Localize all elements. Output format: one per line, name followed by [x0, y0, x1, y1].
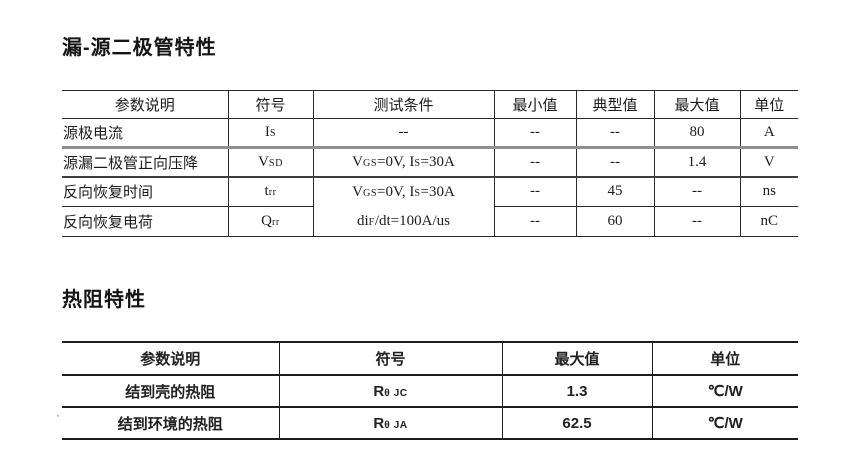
cell-typ: 60: [575, 206, 654, 236]
cell-unit: A: [739, 118, 798, 148]
cell-typ: --: [575, 118, 654, 148]
cell-symbol: Rθ JC: [278, 375, 502, 407]
stray-print-mark: ·: [56, 408, 60, 422]
col-header-unit: 单位: [739, 90, 798, 119]
cell-max: --: [653, 206, 740, 236]
cell-min: --: [493, 176, 576, 207]
cell-unit: ℃/W: [651, 375, 798, 407]
col-header-parameter: 参数说明: [114, 98, 175, 114]
cell-symbol: Qrr: [227, 206, 313, 236]
col-header-parameter: 参数说明: [140, 351, 201, 368]
thermal-resistance-table: 参数说明 符号 最大值 单位 结到壳的热阻 Rθ JC 1.3 ℃/W 结到环境…: [62, 341, 798, 440]
table-row-forward-voltage: 源漏二极管正向压降 VSD VGS=0V, IS=30A -- -- 1.4 V: [62, 147, 798, 177]
cell-param: 结到壳的热阻: [125, 383, 216, 401]
cell-min: --: [493, 206, 576, 236]
cell-param: 源漏二极管正向压降: [63, 155, 199, 172]
col-header-symbol: 符号: [227, 90, 313, 119]
col-header-max: 最大值: [501, 342, 652, 375]
col-header-symbol: 符号: [278, 342, 502, 375]
cell-symbol: trr: [227, 176, 313, 207]
cell-min: --: [493, 147, 576, 177]
cell-unit: ns: [739, 176, 798, 207]
cell-unit: ℃/W: [651, 407, 798, 439]
col-header-unit: 单位: [651, 342, 798, 375]
cell-unit: V: [739, 147, 798, 177]
cell-param: 源极电流: [63, 126, 124, 142]
cell-test-condition: --: [312, 118, 494, 148]
diode-characteristics-table: 参数说明 符号 测试条件 最小值 典型值 最大值 单位 源极电流 IS -- -…: [62, 90, 798, 237]
cell-param: 反向恢复时间: [63, 185, 154, 202]
table-row-junction-to-ambient: 结到环境的热阻 Rθ JA 62.5 ℃/W: [62, 407, 798, 439]
section-title-diode-characteristics: 漏-源二极管特性: [62, 37, 217, 59]
cell-unit: nC: [739, 206, 798, 236]
col-header-min: 最小值: [493, 90, 576, 119]
cell-symbol: IS: [227, 118, 313, 148]
cell-symbol: Rθ JA: [278, 407, 502, 439]
col-header-max: 最大值: [653, 90, 740, 119]
cell-test-condition-merged: VGS=0V, IS=30A diF/dt=100A/us: [312, 176, 494, 236]
cell-max: --: [653, 176, 740, 207]
cell-max: 1.4: [653, 147, 740, 177]
section-title-thermal-characteristics: 热阻特性: [62, 289, 146, 311]
test-condition-line-2: diF/dt=100A/us: [357, 212, 450, 229]
table-header-row: 参数说明 符号 最大值 单位: [62, 342, 798, 375]
cell-max: 80: [653, 118, 740, 148]
cell-min: --: [493, 118, 576, 148]
table-row-reverse-recovery-charge: 反向恢复电荷 Qrr -- 60 -- nC: [62, 206, 798, 236]
cell-typ: 45: [575, 176, 654, 207]
cell-param: 反向恢复电荷: [63, 214, 154, 231]
cell-typ: --: [575, 147, 654, 177]
test-condition-line-1: VGS=0V, IS=30A: [352, 183, 455, 200]
cell-param: 结到环境的热阻: [117, 415, 223, 433]
cell-test-condition: VGS=0V, IS=30A: [312, 147, 494, 177]
cell-max: 1.3: [501, 375, 652, 407]
col-header-test-conditions: 测试条件: [312, 90, 494, 119]
cell-max: 62.5: [501, 407, 652, 439]
table-row-junction-to-case: 结到壳的热阻 Rθ JC 1.3 ℃/W: [62, 375, 798, 407]
table-row-source-current: 源极电流 IS -- -- -- 80 A: [62, 118, 798, 148]
table-row-reverse-recovery-time: 反向恢复时间 trr VGS=0V, IS=30A diF/dt=100A/us…: [62, 176, 798, 236]
cell-symbol: VSD: [227, 147, 313, 177]
table-header-row: 参数说明 符号 测试条件 最小值 典型值 最大值 单位: [62, 90, 798, 119]
col-header-typ: 典型值: [575, 90, 654, 119]
